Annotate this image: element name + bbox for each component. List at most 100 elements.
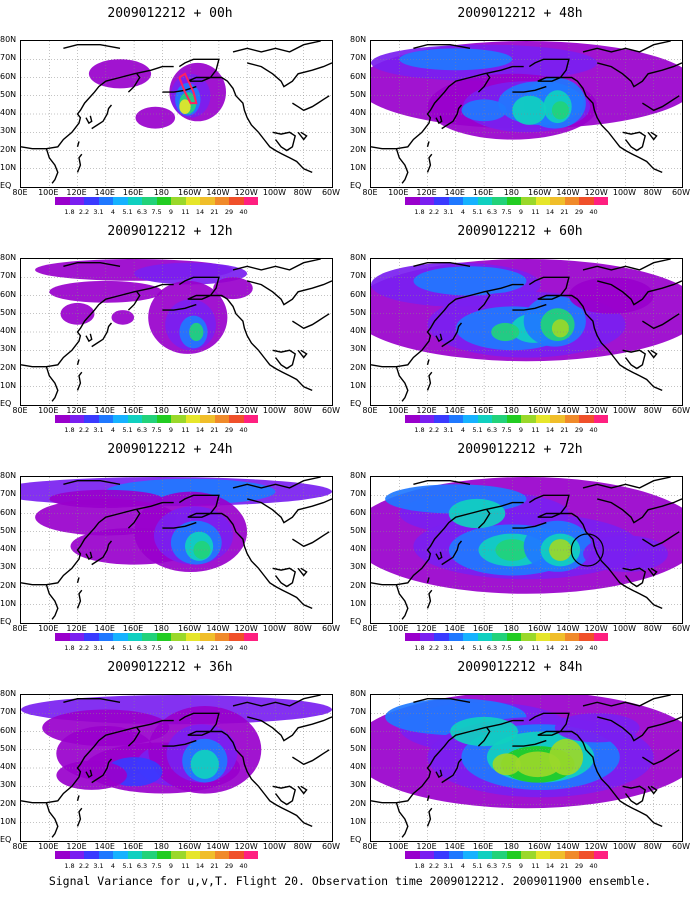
latitude-label: 30N: [350, 126, 367, 136]
coastline: [247, 62, 332, 88]
coastline: [292, 749, 330, 766]
colorbar-swatch: [69, 851, 84, 859]
colorbar-label: 40: [239, 208, 248, 216]
colorbar-swatch: [69, 633, 84, 641]
coastline: [371, 501, 524, 586]
latitude-label: 40N: [350, 108, 367, 117]
coastline: [272, 131, 297, 152]
coastline: [178, 276, 313, 392]
latitude-label: 20N: [0, 362, 17, 372]
longitude-label: 160E: [472, 406, 494, 415]
colorbar: [405, 197, 608, 205]
coastline: [232, 477, 321, 489]
coastline: [582, 477, 671, 489]
colorbar-label: 9: [518, 862, 524, 870]
colorbar-swatch: [185, 633, 200, 641]
longitude-label: 160E: [122, 842, 144, 851]
latitude-label: 40N: [350, 544, 367, 553]
longitude-label: 160W: [528, 188, 552, 197]
coastline: [297, 785, 308, 795]
coastline: [395, 584, 409, 620]
colorbar-label: 5.1: [122, 862, 133, 870]
colorbar-label: 6.3: [136, 862, 148, 870]
colorbar-label: 4: [110, 426, 116, 434]
panel-title: 2009012212 + 84h: [457, 660, 583, 675]
map-panel: 2009012212 + 84h 80N 70N 60N 50N 40N 30N 20N 10N…: [350, 654, 690, 872]
colorbar-swatch: [156, 633, 171, 641]
variance-map: [370, 476, 683, 624]
colorbar-label: 21: [210, 862, 219, 870]
latitude-label: 30N: [350, 344, 367, 354]
coastline: [477, 73, 491, 93]
variance-contour: [551, 319, 569, 338]
coastline: [292, 313, 330, 330]
colorbar-label: 6.3: [486, 426, 498, 434]
longitude-label: 120E: [66, 842, 87, 851]
colorbar-swatch: [142, 415, 157, 423]
map-svg: [371, 477, 682, 623]
map-svg: [371, 259, 682, 405]
coastline: [395, 148, 409, 184]
colorbar-swatch: [98, 415, 113, 423]
panel-title: 2009012212 + 24h: [107, 442, 233, 457]
coastline: [642, 531, 680, 548]
colorbar-swatch: [243, 633, 258, 641]
coastline: [597, 498, 682, 524]
variance-map: [20, 694, 333, 842]
colorbar-swatch: [593, 197, 608, 205]
coastline: [426, 807, 433, 827]
colorbar-swatch: [492, 851, 507, 859]
colorbar-swatch: [156, 197, 171, 205]
colorbar-swatch: [127, 633, 142, 641]
colorbar-label: 5.1: [122, 208, 133, 216]
map-panel: 2009012212 + 00h 80N 70N 60N 50N 40N 30N 20N 10N…: [0, 0, 340, 218]
latitude-label: 10N: [0, 816, 17, 826]
coastline: [45, 584, 59, 620]
colorbar-swatch: [550, 851, 565, 859]
latitude-label: EQ: [350, 617, 362, 626]
latitude-label: 10N: [0, 162, 17, 172]
colorbar: [55, 415, 258, 423]
coastline: [162, 85, 197, 93]
colorbar-label: 4: [110, 862, 116, 870]
longitude-label: 140W: [206, 406, 230, 415]
latitude-label: 30N: [350, 780, 367, 790]
colorbar-swatch: [579, 197, 594, 205]
colorbar-label: 14: [545, 862, 555, 870]
colorbar-label: 11: [531, 208, 540, 216]
latitude-label: 50N: [350, 743, 367, 753]
colorbar-swatch: [98, 633, 113, 641]
longitude-label: 140W: [206, 842, 230, 851]
longitude-label: 140E: [444, 188, 465, 197]
longitude-label: 160W: [178, 188, 202, 197]
coastline: [582, 41, 671, 53]
coastline: [292, 531, 330, 548]
colorbar-label: 7.5: [151, 426, 162, 434]
longitude-label: 100W: [262, 406, 287, 415]
variance-contour: [515, 751, 561, 778]
longitude-label: 160W: [178, 842, 202, 851]
colorbar-label: 14: [545, 208, 555, 216]
colorbar-label: 6.3: [136, 426, 148, 434]
colorbar-swatch: [419, 851, 434, 859]
colorbar-label: 5.1: [472, 426, 483, 434]
coastline: [647, 567, 658, 577]
colorbar-label: 6.3: [486, 644, 498, 652]
panel-title: 2009012212 + 36h: [107, 660, 233, 675]
colorbar-label: 14: [195, 862, 205, 870]
colorbar: [405, 851, 608, 859]
latitude-label: 80N: [0, 253, 17, 262]
colorbar-swatch: [84, 851, 99, 859]
coastline: [413, 262, 471, 267]
variance-contour: [179, 99, 191, 114]
longitude-label: 100E: [388, 624, 409, 633]
coastline: [45, 802, 59, 838]
coastline: [435, 551, 443, 561]
latitude-label: 50N: [350, 307, 367, 317]
colorbar-swatch: [477, 851, 492, 859]
coastline: [272, 785, 297, 806]
longitude-label: 80W: [643, 188, 662, 197]
colorbar-label: 3.1: [93, 862, 104, 870]
coastline: [435, 115, 443, 125]
latitude-label: 70N: [350, 53, 367, 63]
